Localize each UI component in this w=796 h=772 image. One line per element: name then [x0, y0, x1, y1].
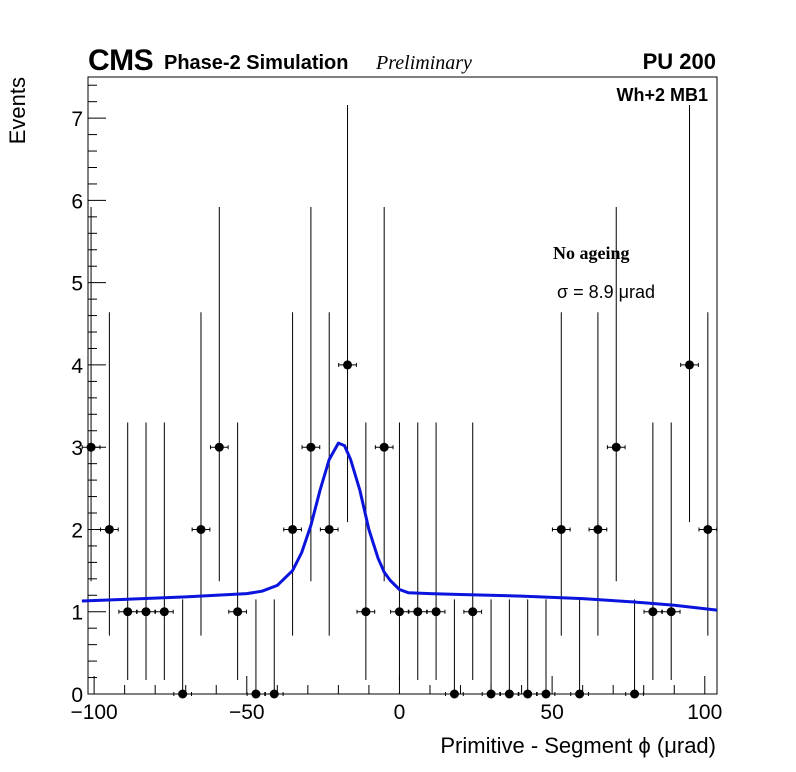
- data-point: [324, 524, 334, 534]
- legend-sample: No ageing: [553, 243, 630, 263]
- x-tick-label: 100: [687, 701, 722, 724]
- data-point-group: [154, 422, 174, 681]
- data-point: [86, 442, 96, 452]
- data-point: [233, 607, 243, 617]
- data-point: [251, 689, 261, 699]
- data-point: [431, 607, 441, 617]
- preliminary-label: Preliminary: [375, 52, 472, 74]
- data-point-group: [625, 599, 644, 699]
- x-tick-label: 0: [394, 701, 406, 724]
- data-point: [556, 524, 566, 534]
- pileup-label: PU 200: [643, 49, 716, 74]
- data-point-group: [481, 599, 501, 699]
- y-tick-label: 2: [71, 519, 83, 542]
- y-axis: 0 1 2 3 4 5 6 7: [71, 84, 106, 707]
- y-tick-label: 6: [71, 190, 83, 213]
- data-point-group: [426, 422, 446, 681]
- data-point-group: [246, 599, 266, 699]
- data-point-group: [680, 104, 699, 523]
- phase2-label: Phase-2 Simulation: [164, 52, 349, 74]
- data-point-group: [518, 599, 538, 699]
- data-point-group: [319, 312, 339, 636]
- fit-curve-group: [81, 441, 718, 612]
- y-tick-label: 5: [71, 273, 83, 296]
- data-point: [630, 689, 640, 699]
- data-point: [214, 442, 224, 452]
- data-point-group: [100, 312, 119, 636]
- data-point-group: [390, 422, 409, 681]
- x-tick-label: 50: [540, 701, 563, 724]
- data-point: [343, 360, 353, 370]
- x-axis-title: Primitive - Segment ϕ (μrad): [440, 733, 716, 758]
- data-point: [361, 607, 371, 617]
- legend-sigma: σ = 8.9 μrad: [557, 282, 655, 302]
- data-point: [196, 524, 206, 534]
- data-point: [306, 442, 316, 452]
- data-point: [703, 524, 713, 534]
- y-tick-label: 0: [71, 684, 83, 707]
- data-point-group: [81, 206, 101, 582]
- data-point: [541, 689, 551, 699]
- data-point: [178, 689, 188, 699]
- x-tick-label: −100: [70, 701, 117, 724]
- data-point: [379, 442, 389, 452]
- y-tick-label: 4: [71, 355, 83, 378]
- data-point: [123, 607, 133, 617]
- data-point: [648, 607, 658, 617]
- data-point-group: [283, 312, 302, 636]
- data-point-group: [643, 422, 663, 681]
- data-point: [575, 689, 585, 699]
- data-point-group: [173, 599, 193, 699]
- data-point: [523, 689, 533, 699]
- y-axis-title: Events: [5, 77, 30, 144]
- data-point: [486, 689, 496, 699]
- data-point-group: [209, 206, 229, 582]
- data-point: [288, 524, 298, 534]
- data-point-group: [445, 599, 464, 699]
- data-point-group: [606, 206, 626, 582]
- data-point-group: [118, 422, 138, 681]
- data-point: [104, 524, 114, 534]
- x-axis: −100 −50 0 50 100: [70, 676, 722, 724]
- data-point-group: [661, 422, 681, 681]
- plot-frame: [87, 76, 718, 695]
- data-point-group: [191, 312, 211, 636]
- data-point-group: [301, 206, 321, 582]
- data-point: [269, 689, 279, 699]
- x-tick-label: −50: [229, 701, 265, 724]
- data-point-group: [698, 312, 718, 636]
- data-point-group: [228, 422, 247, 681]
- y-tick-label: 7: [71, 108, 83, 131]
- data-point-group: [588, 312, 608, 636]
- y-tick-label: 3: [71, 437, 83, 460]
- data-point-group: [570, 599, 589, 699]
- data-point: [593, 524, 603, 534]
- y-tick-label: 1: [71, 602, 83, 625]
- data-point: [394, 607, 404, 617]
- region-label: Wh+2 MB1: [616, 85, 708, 105]
- data-point-group: [551, 312, 571, 636]
- fit-curve: [81, 441, 718, 612]
- data-point-group: [408, 422, 428, 681]
- data-point-group: [264, 599, 284, 699]
- data-point-group: [500, 599, 519, 699]
- data-point: [504, 689, 514, 699]
- cms-label: CMS: [88, 44, 153, 77]
- data-point-group: [374, 206, 394, 582]
- data-point: [666, 607, 676, 617]
- data-points: [81, 104, 718, 699]
- data-point-group: [356, 422, 376, 681]
- data-point-group: [338, 104, 357, 523]
- data-point: [141, 607, 151, 617]
- data-point-group: [536, 599, 556, 699]
- data-point: [611, 442, 621, 452]
- data-point: [685, 360, 695, 370]
- data-point: [413, 607, 423, 617]
- data-point: [468, 607, 478, 617]
- data-point: [449, 689, 459, 699]
- data-point-group: [136, 422, 156, 681]
- data-point: [159, 607, 169, 617]
- data-point-group: [463, 422, 483, 681]
